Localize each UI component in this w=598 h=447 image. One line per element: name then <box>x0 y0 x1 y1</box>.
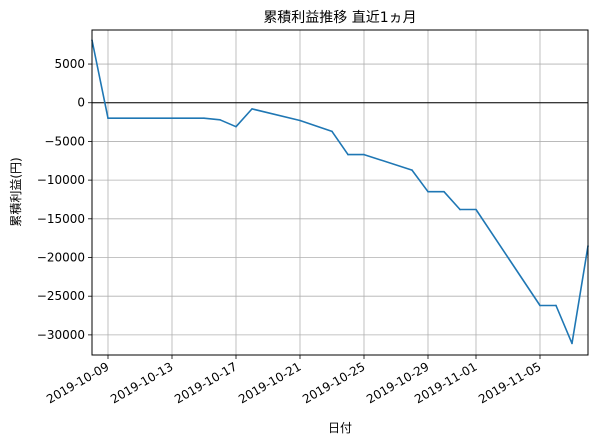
y-tick-label: −20000 <box>37 251 85 265</box>
series-line <box>91 39 589 345</box>
x-tick-label: 2019-11-05 <box>476 359 543 406</box>
plot-frame <box>91 29 589 356</box>
x-axis-ticks: 2019-10-092019-10-132019-10-172019-10-21… <box>44 355 544 406</box>
y-axis-label: 累積利益(円) <box>8 157 23 226</box>
data-point <box>459 208 461 211</box>
y-tick-label: 0 <box>77 96 85 110</box>
data-point <box>347 153 349 156</box>
y-tick-label: 5000 <box>54 57 85 71</box>
x-tick-label: 2019-10-17 <box>172 359 239 406</box>
x-tick-label: 2019-10-09 <box>44 359 111 406</box>
plot-series <box>91 39 589 345</box>
data-point <box>443 190 445 193</box>
y-axis-ticks: 5000 0 −5000 −10000 −15000 −20000 −25000 −30000 <box>37 57 92 342</box>
data-point <box>427 190 429 193</box>
data-point <box>571 342 573 345</box>
grid-lines <box>92 30 588 355</box>
data-point <box>251 108 253 110</box>
data-point <box>331 130 333 133</box>
x-tick-label: 2019-10-13 <box>108 359 175 406</box>
y-tick-label: −30000 <box>37 328 85 342</box>
y-tick-label: −5000 <box>44 134 85 148</box>
y-tick-label: −25000 <box>37 289 85 303</box>
data-point <box>555 304 557 307</box>
x-tick-label: 2019-10-21 <box>236 359 303 406</box>
data-point <box>219 118 221 121</box>
data-point <box>411 169 413 171</box>
data-point <box>107 117 109 120</box>
y-tick-label: −10000 <box>37 173 85 187</box>
chart-title: 累積利益推移 直近1ヵ月 <box>263 9 416 26</box>
x-tick-label: 2019-10-25 <box>300 359 367 406</box>
data-point <box>475 208 477 211</box>
data-point <box>299 119 301 122</box>
y-tick-label: −15000 <box>37 212 85 226</box>
x-axis-label: 日付 <box>328 421 352 435</box>
data-point <box>363 153 365 156</box>
data-point <box>203 117 205 120</box>
data-point <box>235 125 237 128</box>
data-point <box>539 304 541 307</box>
